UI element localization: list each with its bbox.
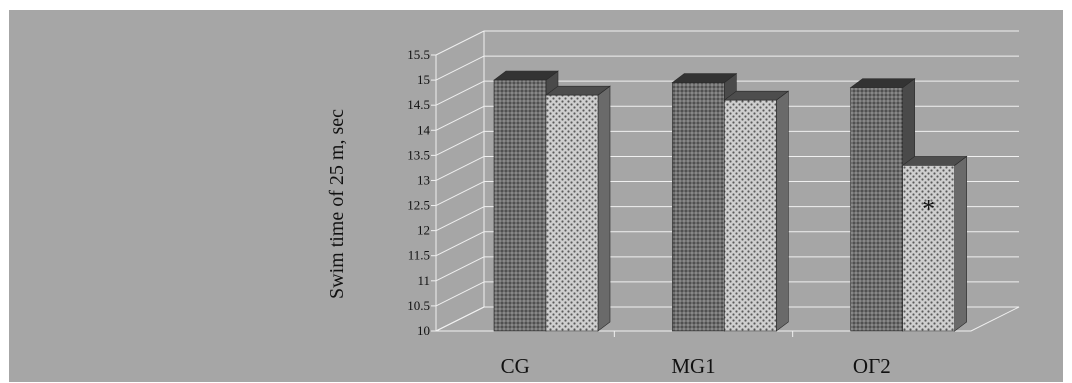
category-label: ОГ2 [853, 354, 891, 378]
bar-chart: Swim time of 25 m, sec 10 10.5 11 11.5 12 12.… [326, 30, 1020, 378]
y-tick-label: 12 [417, 223, 430, 238]
bar-front-face [902, 165, 955, 332]
bar-side-face [776, 90, 789, 332]
y-tick-label: 10 [417, 323, 430, 338]
side-wall-gridline [435, 206, 485, 232]
y-tick-label: 13.5 [407, 147, 430, 162]
y-tick-label: 12.5 [407, 198, 430, 213]
bar-MG1-series-2 [723, 90, 790, 332]
bar-front-face [672, 82, 725, 332]
y-tick-label: 10.5 [407, 298, 430, 313]
side-wall-gridline [435, 130, 485, 156]
bar-ОГ2-series-2 [901, 155, 968, 332]
category-label: MG1 [671, 354, 715, 378]
chart-frame: Swim time of 25 m, sec 10 10.5 11 11.5 12 12.… [9, 10, 1063, 382]
side-wall-gridline [435, 256, 485, 282]
y-tick-label: 14 [417, 122, 431, 137]
side-wall-gridline [435, 30, 485, 56]
y-tick-label: 11.5 [408, 248, 430, 263]
y-tick-label: 15 [417, 72, 430, 87]
bar-front-face [493, 79, 547, 332]
bar-side-face [954, 155, 967, 332]
side-wall-gridline [435, 306, 485, 332]
side-wall-gridline [435, 156, 485, 181]
side-wall-gridline [435, 80, 485, 106]
side-wall-gridline [435, 105, 485, 131]
bar-CG-series-2 [545, 85, 611, 332]
side-wall-gridline [435, 55, 485, 81]
side-wall-gridline [435, 281, 485, 307]
category-labels: CG MG1 ОГ2 [501, 354, 891, 378]
bar-front-face [850, 87, 903, 332]
y-axis-label: Swim time of 25 m, sec [326, 109, 348, 299]
y-tick-label: 14.5 [407, 97, 430, 112]
bar-front-face [545, 94, 599, 332]
bars [493, 70, 968, 332]
side-wall-gridline [435, 181, 485, 206]
annotations: * [922, 194, 935, 223]
y-tick-label: 15.5 [407, 47, 430, 62]
bar-front-face [724, 99, 777, 332]
y-tick-labels: 10 10.5 11 11.5 12 12.5 13 13.5 14 14.5 15 15.5 [407, 47, 430, 338]
y-tick-label: 13 [417, 172, 430, 187]
category-label: CG [501, 354, 530, 378]
significance-marker: * [922, 194, 935, 223]
bar-side-face [597, 85, 611, 332]
y-tick-label: 11 [417, 273, 430, 288]
side-wall-gridline [435, 231, 485, 257]
